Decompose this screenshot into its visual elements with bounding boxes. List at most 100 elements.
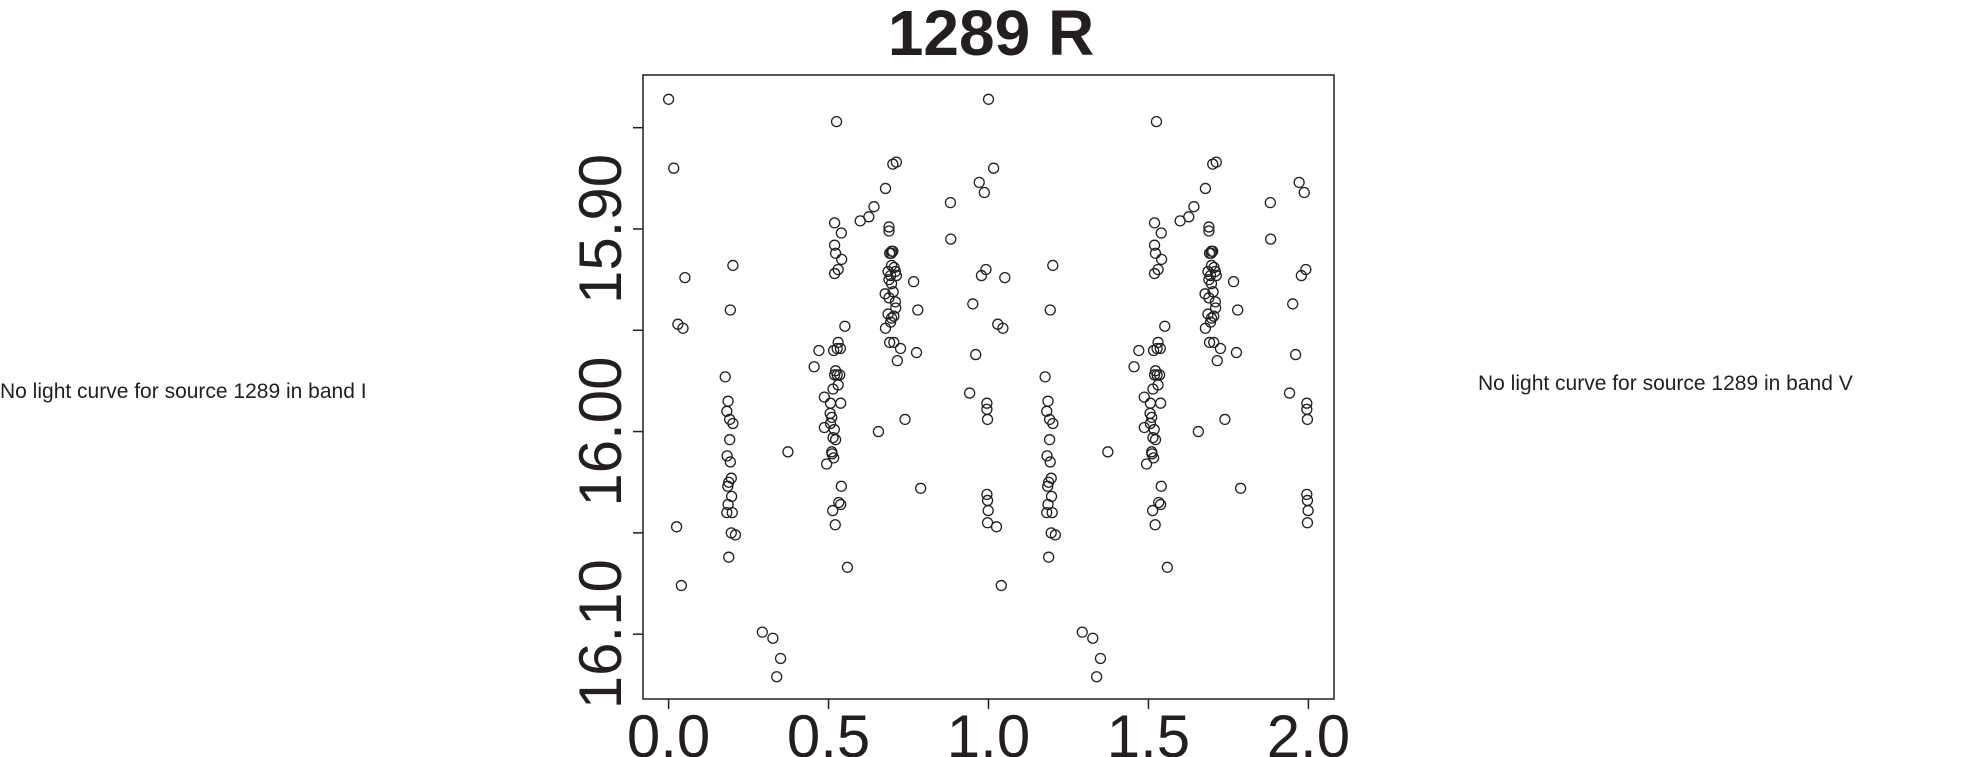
data-point <box>982 504 994 517</box>
data-point <box>1146 411 1158 424</box>
data-point <box>1188 201 1200 213</box>
data-point <box>668 162 680 174</box>
data-point <box>1264 196 1276 209</box>
data-point <box>1154 397 1167 409</box>
data-point <box>1154 498 1167 511</box>
data-point <box>774 652 787 665</box>
data-point <box>670 521 683 533</box>
data-point <box>1203 225 1215 237</box>
data-point <box>888 310 900 322</box>
data-point <box>726 506 738 519</box>
data-point <box>829 247 842 259</box>
data-point <box>885 278 898 290</box>
data-point <box>832 263 844 276</box>
data-point <box>1149 247 1162 259</box>
data-point <box>721 405 733 417</box>
data-point <box>1152 263 1164 276</box>
data-point <box>1208 336 1220 349</box>
data-point <box>1146 504 1159 517</box>
data-point <box>829 434 842 446</box>
y-tick-label: 16.10 <box>567 559 634 709</box>
data-point <box>835 227 847 239</box>
x-tick-label: 0.0 <box>627 703 710 757</box>
data-point <box>834 342 847 355</box>
data-point <box>1152 379 1164 391</box>
data-point <box>973 176 985 189</box>
data-point <box>1295 269 1308 282</box>
data-point <box>868 201 880 213</box>
no-light-curve-message-band-v: No light curve for source 1289 in band V <box>1478 372 1853 395</box>
data-point <box>899 413 911 426</box>
data-point <box>975 269 988 282</box>
data-point <box>1094 652 1107 665</box>
data-point <box>1301 413 1314 426</box>
data-point <box>1209 302 1222 314</box>
data-point <box>841 561 854 573</box>
data-point <box>1155 227 1167 239</box>
data-point <box>724 304 736 316</box>
data-point <box>1227 275 1240 288</box>
data-point <box>1140 458 1153 470</box>
data-point <box>1138 391 1150 403</box>
data-point <box>808 361 820 373</box>
data-point <box>828 239 841 251</box>
x-tick-label: 2.0 <box>1267 703 1350 757</box>
data-point <box>1287 298 1299 310</box>
data-point <box>981 403 993 415</box>
data-point <box>1043 434 1056 446</box>
data-point <box>882 308 894 320</box>
data-point <box>836 253 848 266</box>
data-point <box>1301 403 1313 415</box>
x-tick-label: 1.0 <box>947 703 1030 757</box>
data-point <box>883 225 895 237</box>
chart-title: 1289 R <box>888 0 1094 69</box>
data-point <box>1087 632 1099 644</box>
data-point <box>719 371 731 383</box>
data-point <box>863 211 875 223</box>
data-point <box>771 671 783 683</box>
data-point <box>978 186 990 199</box>
no-light-curve-message-band-i: No light curve for source 1289 in band I <box>0 380 367 403</box>
data-point <box>722 395 734 407</box>
data-point <box>883 247 896 259</box>
data-point <box>890 156 903 168</box>
data-point <box>1041 450 1053 462</box>
data-point <box>879 322 892 334</box>
data-point <box>1044 456 1056 468</box>
data-point <box>828 452 840 464</box>
data-point <box>820 458 833 470</box>
data-point <box>813 344 825 357</box>
data-point <box>1049 529 1062 541</box>
data-point <box>828 267 841 280</box>
data-point <box>1203 221 1215 233</box>
data-point <box>883 221 895 233</box>
data-point <box>885 312 898 324</box>
data-point <box>756 626 768 638</box>
data-point <box>1147 452 1160 464</box>
data-point <box>981 494 994 507</box>
data-point <box>1150 115 1163 128</box>
data-point <box>662 93 675 105</box>
data-point <box>1155 253 1168 266</box>
data-point <box>675 579 688 592</box>
data-point <box>1133 344 1145 357</box>
data-point <box>883 292 895 304</box>
data-point <box>1044 304 1056 316</box>
y-tick-label: 15.90 <box>567 154 634 304</box>
data-point <box>724 434 736 446</box>
data-point <box>1265 233 1277 245</box>
data-point <box>912 304 924 316</box>
data-point <box>1199 322 1212 334</box>
data-point <box>879 182 892 195</box>
data-point <box>1153 496 1165 509</box>
data-point <box>1042 395 1054 407</box>
data-point <box>981 488 993 501</box>
data-point <box>894 342 907 355</box>
data-point <box>1046 506 1058 519</box>
data-point <box>997 322 1009 334</box>
x-tick-label: 1.5 <box>1107 703 1190 757</box>
data-point <box>1205 278 1218 290</box>
data-point <box>999 271 1011 284</box>
data-point <box>981 413 994 426</box>
